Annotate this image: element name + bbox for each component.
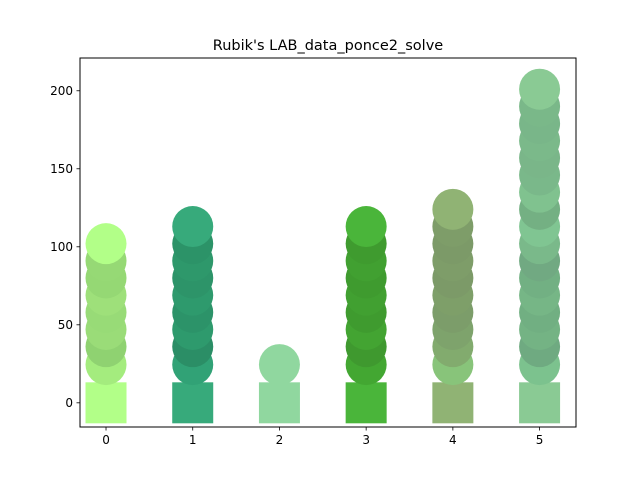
point-2-0 <box>258 344 300 386</box>
x-tick-label-3: 3 <box>362 433 370 447</box>
square-marker-5 <box>519 382 561 424</box>
point-1-8 <box>172 206 214 248</box>
plot-marks <box>85 68 561 424</box>
x-tick-label-2: 2 <box>276 433 284 447</box>
point-3-8 <box>345 206 387 248</box>
square-marker-0 <box>85 382 127 424</box>
x-tick-label-4: 4 <box>449 433 457 447</box>
y-tick-label-4: 200 <box>50 84 73 98</box>
point-4-9 <box>432 188 474 230</box>
y-tick-label-0: 0 <box>65 396 73 410</box>
y-tick-label-2: 100 <box>50 240 73 254</box>
x-tick-label-1: 1 <box>189 433 197 447</box>
x-tick-label-5: 5 <box>536 433 544 447</box>
square-marker-1 <box>172 382 214 424</box>
square-marker-4 <box>432 382 474 424</box>
point-5-16 <box>519 68 561 110</box>
y-axis: 0 50 100 150 200 <box>50 84 80 410</box>
point-0-7 <box>85 223 127 265</box>
chart-title: Rubik's LAB_data_ponce2_solve <box>213 38 444 54</box>
x-tick-label-0: 0 <box>102 433 110 447</box>
y-tick-label-3: 150 <box>50 162 73 176</box>
plot-area-frame <box>79 57 577 428</box>
y-tick-label-1: 50 <box>58 318 73 332</box>
square-marker-3 <box>345 382 387 424</box>
square-marker-2 <box>258 382 300 424</box>
x-axis: 0 1 2 3 4 5 <box>102 427 543 447</box>
